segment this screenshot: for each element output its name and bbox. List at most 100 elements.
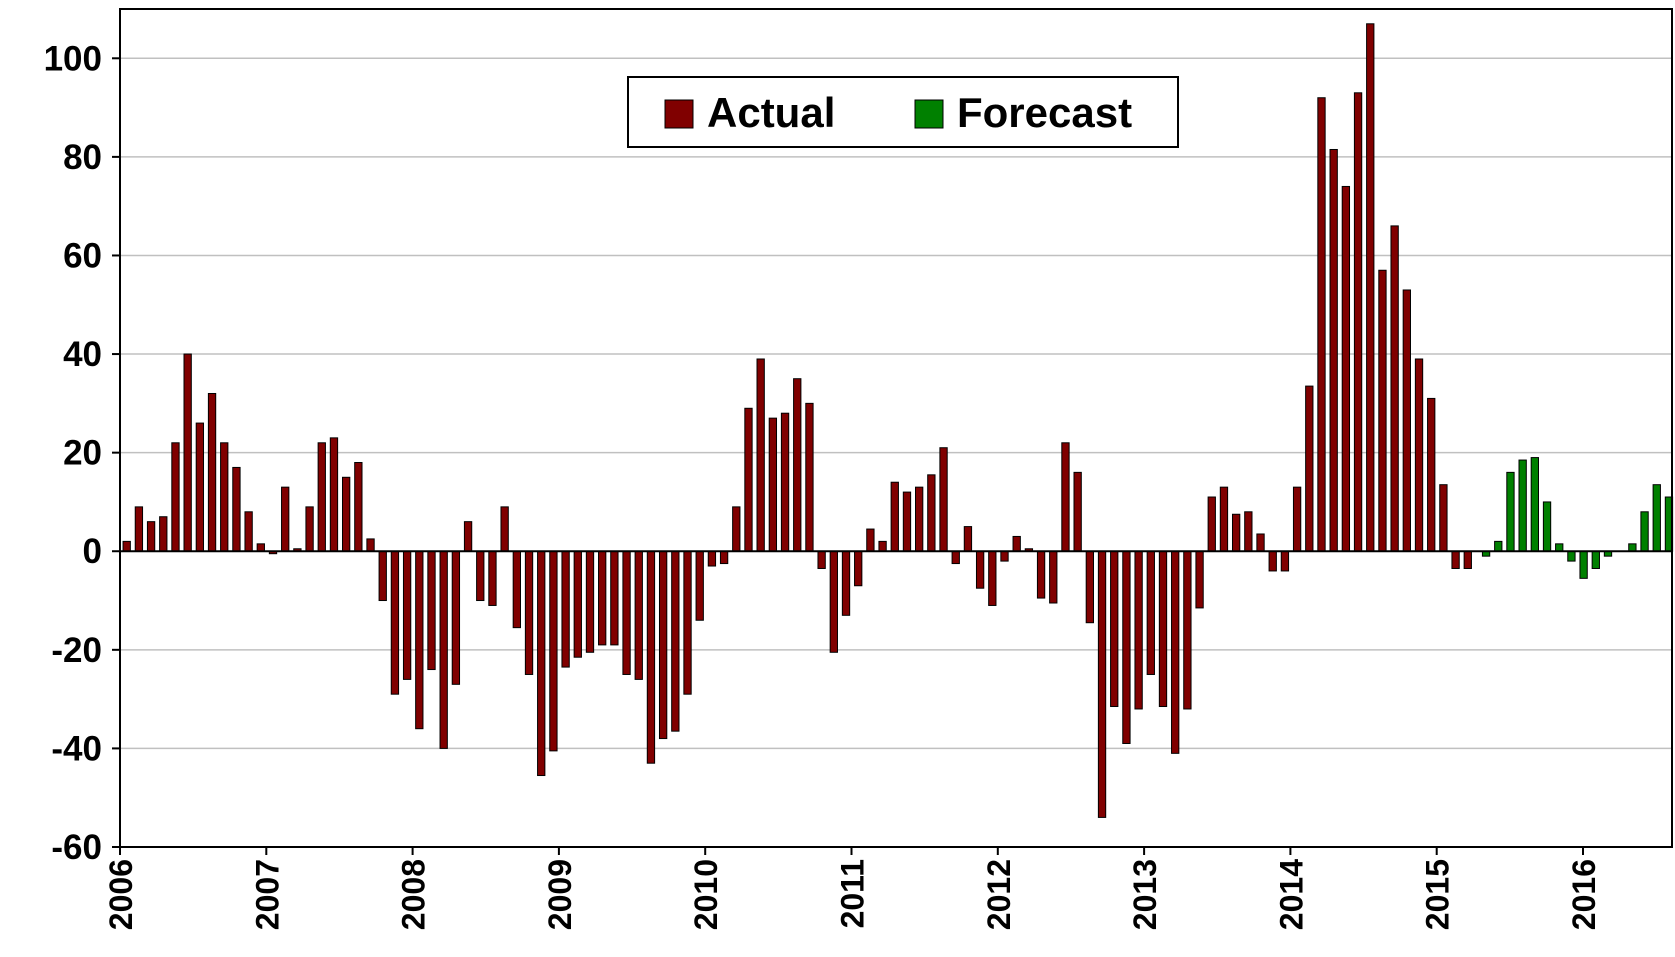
bar (1439, 484, 1448, 552)
x-tick-label: 2010 (688, 859, 724, 930)
x-tick-label: 2008 (396, 859, 432, 930)
bar (1463, 550, 1472, 569)
bar (1280, 550, 1290, 572)
bar (1073, 471, 1082, 552)
bar (915, 486, 924, 552)
bar (890, 481, 899, 552)
bar (1305, 385, 1314, 552)
bar (866, 528, 875, 552)
bar (622, 550, 631, 675)
y-tick-label: -40 (51, 729, 102, 768)
bar (1591, 550, 1600, 569)
bar (1390, 225, 1399, 552)
bar (1402, 289, 1411, 552)
bar (1097, 550, 1107, 818)
bar (1506, 471, 1515, 552)
bar (1555, 543, 1564, 552)
legend-label: Forecast (957, 89, 1132, 136)
x-tick-label: 2015 (1420, 859, 1456, 930)
bar (805, 402, 814, 552)
bar (1652, 484, 1661, 552)
legend-box (627, 76, 1179, 148)
bar (1292, 486, 1302, 552)
bar (793, 378, 802, 552)
bar (500, 506, 509, 552)
bar (963, 526, 973, 552)
bar (451, 550, 461, 685)
bar (171, 442, 180, 552)
bar (1195, 550, 1204, 609)
x-tick-label: 2011 (835, 859, 871, 928)
legend: Actual Forecast (627, 76, 1179, 148)
bar (585, 550, 595, 653)
bar (476, 550, 485, 602)
bar (146, 521, 156, 552)
bar (1256, 533, 1265, 552)
y-tick-label: 100 (44, 39, 102, 78)
bar (1171, 550, 1180, 754)
bar (768, 417, 778, 552)
bar (719, 550, 729, 565)
bar (1628, 543, 1637, 552)
bar (305, 506, 314, 552)
bar (756, 358, 765, 552)
bar (561, 550, 570, 668)
bar (341, 476, 351, 552)
bar (573, 550, 582, 658)
bar (134, 506, 144, 552)
bar (427, 550, 436, 671)
bar (1049, 550, 1058, 604)
bar (1640, 511, 1649, 552)
bar (354, 462, 363, 552)
bar (1110, 550, 1119, 708)
bar (988, 550, 997, 606)
bar (1366, 23, 1375, 552)
bar (1427, 397, 1436, 552)
bar (1012, 535, 1021, 552)
bar (707, 550, 717, 567)
bar (232, 466, 241, 552)
x-tick-label: 2007 (249, 859, 285, 930)
bar (1329, 148, 1338, 552)
bar (415, 550, 424, 730)
bar (683, 550, 692, 695)
bar (1414, 358, 1424, 552)
bar (1353, 92, 1363, 552)
bar (817, 550, 826, 569)
bar (634, 550, 643, 680)
plot-frame (119, 8, 1673, 848)
bar (402, 550, 412, 680)
bar (854, 550, 863, 587)
bar (1231, 513, 1241, 552)
bar (1134, 550, 1143, 710)
bar (1183, 550, 1192, 710)
bar (488, 550, 497, 606)
bar (1378, 269, 1387, 552)
x-tick-label: 2012 (981, 859, 1017, 930)
bar (1542, 501, 1552, 552)
bar (1244, 511, 1253, 552)
y-tick-label: 80 (63, 138, 102, 177)
bar (1341, 185, 1351, 552)
bar (1061, 442, 1070, 552)
bar (207, 392, 217, 552)
y-tick-label: 40 (63, 335, 102, 374)
bar (1207, 496, 1216, 552)
bar (744, 407, 753, 552)
x-tick-label: 2016 (1566, 859, 1602, 930)
bar (671, 550, 680, 732)
bar (439, 550, 448, 749)
bar (1146, 550, 1155, 675)
bar (1085, 550, 1095, 624)
bar (1268, 550, 1277, 572)
bar (1122, 550, 1131, 744)
bar (732, 506, 741, 552)
bar (220, 442, 229, 552)
bar (390, 550, 400, 695)
bar (1567, 550, 1576, 562)
bar (646, 550, 656, 764)
y-tick-label: 60 (63, 236, 102, 275)
bar (1158, 550, 1168, 708)
bar (1451, 550, 1460, 569)
